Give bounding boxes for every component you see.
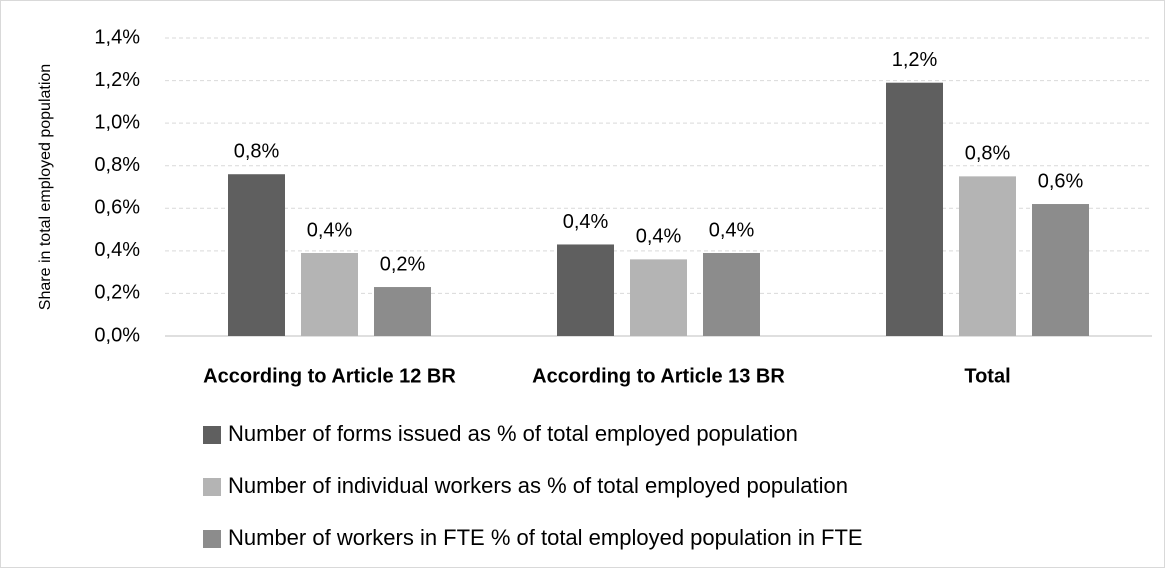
y-tick-label: 1,4% bbox=[94, 26, 140, 48]
legend-swatch bbox=[203, 478, 221, 496]
bar bbox=[630, 259, 687, 336]
x-tick-label: According to Article 12 BR bbox=[203, 365, 456, 387]
legend-swatch bbox=[203, 426, 221, 444]
bar bbox=[374, 287, 431, 336]
legend-label: Number of individual workers as % of tot… bbox=[228, 473, 848, 498]
data-label: 1,2% bbox=[892, 49, 938, 71]
y-tick-label: 0,2% bbox=[94, 282, 140, 304]
data-label: 0,4% bbox=[709, 219, 755, 241]
bar bbox=[703, 252, 760, 336]
bar bbox=[228, 174, 285, 336]
data-label: 0,2% bbox=[380, 253, 426, 275]
data-label: 0,4% bbox=[307, 219, 353, 241]
bar bbox=[301, 252, 358, 336]
data-label: 0,4% bbox=[636, 226, 682, 248]
y-axis-label: Share in total employed population bbox=[37, 64, 54, 310]
data-label: 0,4% bbox=[563, 211, 609, 233]
bar bbox=[557, 244, 614, 336]
y-tick-label: 1,2% bbox=[94, 69, 140, 91]
y-tick-label: 1,0% bbox=[94, 111, 140, 133]
x-tick-label: According to Article 13 BR bbox=[532, 365, 785, 387]
y-tick-label: 0,4% bbox=[94, 239, 140, 261]
y-tick-label: 0,6% bbox=[94, 197, 140, 219]
y-tick-label: 0,8% bbox=[94, 154, 140, 176]
legend-swatch bbox=[203, 530, 221, 548]
data-label: 0,8% bbox=[965, 143, 1011, 165]
data-label: 0,8% bbox=[234, 141, 280, 163]
legend-label: Number of forms issued as % of total emp… bbox=[228, 421, 798, 446]
bar bbox=[1032, 204, 1089, 336]
x-tick-label: Total bbox=[964, 365, 1010, 387]
bar bbox=[959, 176, 1016, 336]
legend-label: Number of workers in FTE % of total empl… bbox=[228, 525, 863, 550]
bar bbox=[886, 82, 943, 336]
data-label: 0,6% bbox=[1038, 170, 1084, 192]
y-tick-label: 0,0% bbox=[94, 324, 140, 346]
